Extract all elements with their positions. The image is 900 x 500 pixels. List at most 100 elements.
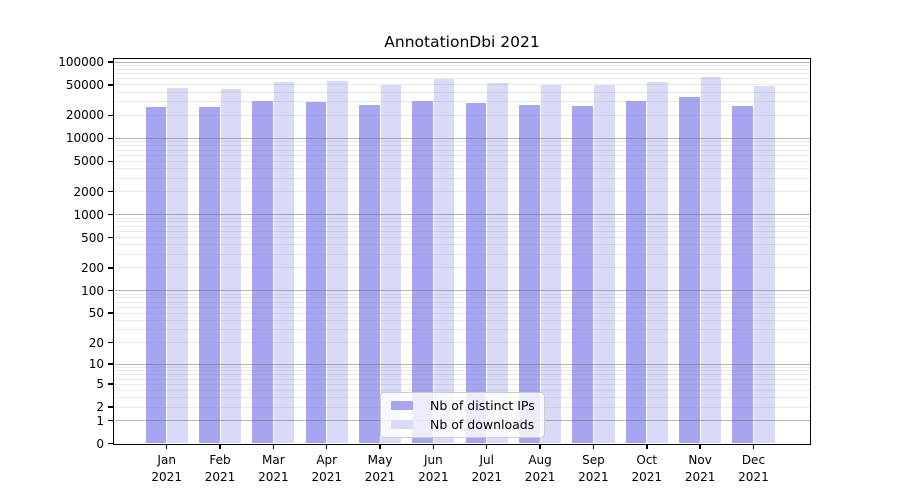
y-gridline-major-10 <box>114 363 810 365</box>
legend-item-downloads: Nb of downloads <box>387 415 538 434</box>
y-gridline-minor-90 <box>114 293 810 295</box>
x-tick-mark-jul <box>485 444 488 449</box>
y-tick-mark-500 <box>107 236 114 239</box>
y-tick-label-1000: 1000 <box>73 207 104 222</box>
y-tick-mark-50 <box>107 312 114 314</box>
nb-of-downloads-bar-apr <box>327 81 348 444</box>
y-tick-label-100: 100 <box>81 283 104 298</box>
y-gridline-minor-40000 <box>114 91 810 93</box>
chart-title: AnnotationDbi 2021 <box>384 33 540 51</box>
y-tick-mark-20000 <box>107 114 114 117</box>
y-gridline-minor-9 <box>114 366 810 368</box>
legend-item-distinct-ips: Nb of distinct IPs <box>387 396 538 415</box>
y-gridline-minor-900 <box>114 217 810 219</box>
legend-label-distinct-ips: Nb of distinct IPs <box>430 398 535 413</box>
nb-of-downloads-bar-feb <box>220 89 242 444</box>
nb-of-distinct-ips-bar-jul <box>465 103 487 444</box>
y-tick-label-50: 50 <box>88 306 104 321</box>
y-gridline-minor-70000 <box>114 73 810 75</box>
y-gridline-minor-500 <box>114 237 810 238</box>
y-gridline-minor-8 <box>114 370 810 372</box>
nb-of-downloads-bar-aug <box>540 85 562 444</box>
x-tick-mark-apr <box>325 444 328 449</box>
y-gridline-minor-20000 <box>114 114 810 116</box>
nb-of-downloads-bar-oct <box>647 82 668 444</box>
y-tick-label-2000: 2000 <box>73 184 104 199</box>
y-gridline-minor-600 <box>114 230 810 232</box>
y-tick-mark-50000 <box>107 84 114 86</box>
legend-label-downloads: Nb of downloads <box>430 417 535 432</box>
y-gridline-minor-300 <box>114 253 810 255</box>
y-gridline-major-100000 <box>114 61 810 63</box>
y-tick-mark-20 <box>107 341 114 344</box>
nb-of-distinct-ips-bar-sep <box>572 106 593 444</box>
y-tick-label-500: 500 <box>81 230 104 245</box>
y-tick-mark-10 <box>107 363 114 365</box>
y-gridline-minor-800 <box>114 221 810 223</box>
legend-swatch-distinct-ips <box>391 400 413 411</box>
nb-of-downloads-bar-nov <box>700 76 722 444</box>
y-tick-mark-1 <box>107 419 114 422</box>
y-gridline-minor-700 <box>114 225 810 227</box>
y-gridline-minor-50 <box>114 312 810 314</box>
y-gridline-minor-7 <box>114 374 810 376</box>
x-tick-mark-nov <box>699 444 701 449</box>
y-gridline-minor-60000 <box>114 78 810 80</box>
y-gridline-minor-8000 <box>114 145 810 147</box>
y-gridline-minor-5 <box>114 383 810 385</box>
y-gridline-minor-400 <box>114 244 810 246</box>
y-gridline-minor-6000 <box>114 154 810 156</box>
x-tick-mark-jan <box>165 444 168 449</box>
x-tick-mark-oct <box>646 444 648 449</box>
y-tick-mark-10000 <box>107 137 114 140</box>
y-gridline-minor-30 <box>114 329 810 331</box>
x-tick-mark-feb <box>219 444 221 449</box>
nb-of-distinct-ips-bar-mar <box>252 101 273 444</box>
x-tick-label-feb: Feb 2021 <box>204 453 236 484</box>
y-tick-label-5000: 5000 <box>73 154 104 169</box>
y-tick-label-5: 5 <box>96 377 104 392</box>
x-tick-mark-mar <box>272 444 275 449</box>
x-tick-label-dec: Dec 2021 <box>738 453 769 484</box>
legend-swatch-downloads <box>391 419 413 430</box>
x-tick-mark-sep <box>592 444 595 449</box>
y-tick-mark-2 <box>107 406 114 408</box>
x-tick-label-sep: Sep 2021 <box>578 453 609 484</box>
y-gridline-minor-90000 <box>114 64 810 66</box>
y-gridline-minor-4000 <box>114 168 810 170</box>
y-tick-label-10: 10 <box>88 357 104 372</box>
x-tick-label-may: May 2021 <box>364 453 396 484</box>
nb-of-distinct-ips-bar-nov <box>679 97 700 444</box>
y-gridline-minor-20 <box>114 342 810 344</box>
y-gridline-minor-6 <box>114 378 810 380</box>
nb-of-downloads-bar-sep <box>593 85 615 444</box>
y-tick-label-0: 0 <box>96 436 104 451</box>
nb-of-distinct-ips-bar-dec <box>732 105 753 444</box>
nb-of-distinct-ips-bar-aug <box>518 105 540 444</box>
y-tick-mark-0 <box>107 442 114 445</box>
x-tick-mark-dec <box>752 444 755 449</box>
y-tick-label-100000: 100000 <box>58 55 104 69</box>
y-gridline-minor-4 <box>114 389 810 391</box>
y-gridline-minor-7000 <box>114 149 810 151</box>
y-gridline-minor-60 <box>114 306 810 308</box>
y-gridline-minor-50000 <box>114 84 810 86</box>
x-tick-label-aug: Aug 2021 <box>524 453 556 484</box>
x-tick-label-apr: Apr 2021 <box>311 453 342 484</box>
y-gridline-major-1000 <box>114 214 810 216</box>
y-gridline-minor-200 <box>114 267 810 269</box>
x-tick-mark-aug <box>539 444 541 449</box>
x-tick-mark-may <box>379 444 381 449</box>
y-tick-label-2: 2 <box>96 400 104 415</box>
x-tick-label-mar: Mar 2021 <box>258 453 289 484</box>
x-tick-label-jun: Jun 2021 <box>418 453 449 484</box>
y-tick-mark-1000 <box>107 213 114 216</box>
y-gridline-minor-3000 <box>114 177 810 179</box>
y-tick-mark-100000 <box>107 61 114 63</box>
y-tick-mark-2000 <box>107 190 114 193</box>
y-gridline-major-10000 <box>114 137 810 139</box>
y-gridline-minor-30000 <box>114 101 810 103</box>
nb-of-distinct-ips-bar-jun <box>412 100 433 444</box>
y-gridline-minor-80000 <box>114 68 810 70</box>
y-tick-label-10000: 10000 <box>65 131 104 146</box>
